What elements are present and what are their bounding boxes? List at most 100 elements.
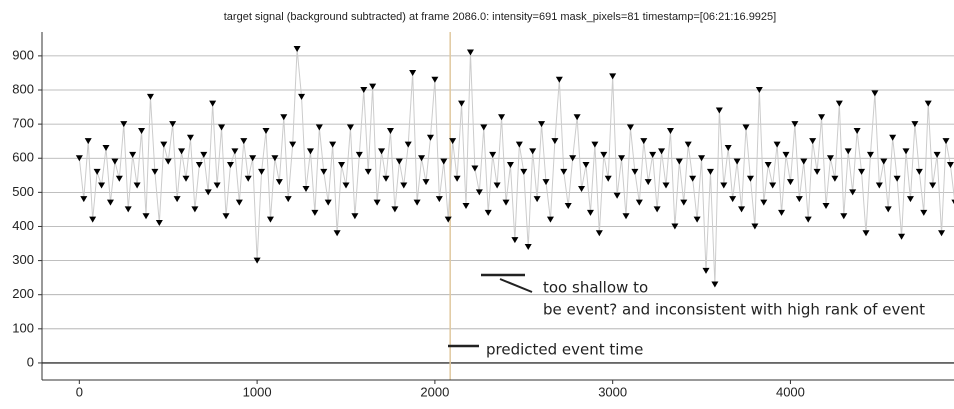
point-marker (738, 206, 746, 213)
point-marker (235, 199, 243, 206)
point-marker (902, 148, 910, 155)
point-marker (284, 196, 292, 203)
point-marker (760, 199, 768, 206)
point-marker (875, 182, 883, 189)
point-marker (800, 158, 808, 165)
point-marker (453, 175, 461, 182)
point-marker (351, 213, 359, 220)
point-marker (342, 182, 350, 189)
point-marker (173, 196, 181, 203)
point-marker (591, 141, 599, 148)
point-marker (373, 199, 381, 206)
point-marker (502, 199, 510, 206)
point-marker (302, 185, 310, 192)
grid (38, 55, 954, 384)
point-marker (911, 121, 919, 128)
point-marker (822, 203, 830, 209)
point-marker (524, 243, 532, 250)
point-marker (253, 257, 261, 264)
point-marker (826, 155, 834, 162)
point-marker (355, 151, 363, 158)
x-tick-label: 4000 (776, 384, 805, 399)
chart-title: target signal (background subtracted) at… (224, 11, 776, 23)
point-marker (769, 182, 777, 189)
point-marker (458, 100, 466, 107)
point-marker (395, 158, 403, 165)
point-marker (640, 138, 648, 145)
y-tick-label: 100 (12, 320, 34, 335)
x-tick-label: 0 (76, 384, 83, 399)
point-marker (218, 124, 226, 131)
point-marker (880, 158, 888, 165)
point-marker (182, 175, 190, 182)
point-marker (320, 168, 328, 175)
point-marker (93, 168, 101, 175)
point-marker (644, 179, 652, 186)
y-tick-label: 900 (12, 47, 34, 62)
point-marker (426, 134, 434, 141)
point-marker (604, 175, 612, 182)
point-marker (706, 168, 714, 175)
point-marker (871, 90, 879, 97)
point-marker (106, 199, 114, 206)
point-marker (920, 209, 928, 216)
point-marker (515, 141, 523, 148)
point-marker (653, 206, 661, 213)
point-marker (693, 216, 701, 223)
point-marker (324, 199, 332, 206)
point-marker (933, 151, 941, 158)
point-marker (680, 199, 688, 206)
point-marker (431, 76, 439, 83)
point-marker (684, 141, 692, 148)
point-marker (409, 69, 417, 76)
point-marker (435, 196, 443, 203)
point-marker (831, 175, 839, 182)
point-marker (266, 216, 274, 223)
point-marker (586, 209, 594, 216)
y-tick-label: 400 (12, 218, 34, 233)
y-tick-label: 800 (12, 81, 34, 96)
point-marker (133, 182, 141, 189)
point-marker (764, 162, 772, 169)
point-marker (600, 151, 608, 158)
point-marker (622, 213, 630, 220)
point-marker (164, 158, 172, 165)
point-marker (386, 127, 394, 134)
point-marker (511, 237, 519, 244)
point-marker (382, 175, 390, 182)
point-marker (893, 175, 901, 182)
point-marker (191, 206, 199, 213)
point-marker (311, 209, 319, 216)
point-marker (155, 220, 163, 227)
point-marker (444, 216, 452, 223)
point-marker (298, 93, 306, 100)
point-marker (613, 192, 621, 199)
point-marker (489, 151, 497, 158)
point-marker (520, 168, 528, 175)
point-marker (124, 206, 132, 213)
y-tick-label: 700 (12, 116, 34, 131)
point-marker (115, 175, 123, 182)
point-marker (715, 107, 723, 114)
point-marker (249, 155, 257, 162)
point-marker (75, 155, 83, 162)
point-marker (120, 121, 128, 128)
point-marker (675, 158, 683, 165)
point-marker (862, 230, 870, 237)
point-marker (186, 134, 194, 141)
point-marker (711, 281, 719, 288)
point-marker (951, 199, 954, 205)
point-marker (533, 196, 541, 203)
point-marker (146, 93, 154, 100)
point-marker (391, 206, 399, 213)
point-marker (626, 124, 634, 131)
point-marker (346, 124, 354, 131)
point-marker (400, 182, 408, 189)
y-tick-label: 600 (12, 150, 34, 165)
point-marker (666, 127, 674, 134)
point-marker (480, 124, 488, 131)
point-marker (329, 141, 337, 148)
point-marker (222, 213, 230, 220)
point-marker (649, 151, 657, 158)
point-marker (111, 158, 119, 165)
